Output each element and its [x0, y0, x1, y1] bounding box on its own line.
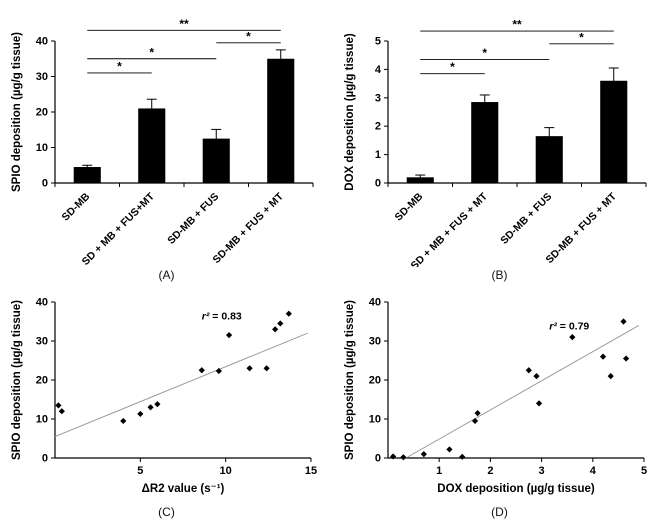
svg-text:0: 0 — [41, 453, 47, 465]
svg-text:**: ** — [179, 17, 189, 31]
panel-d: 0 10 20 30 40 1 2 3 4 5 r² = 0.79 DOX deposition (µ… — [333, 286, 666, 523]
svg-text:10: 10 — [368, 414, 380, 426]
svg-text:*: * — [246, 29, 251, 43]
svg-text:40: 40 — [35, 36, 47, 48]
panel-c-label: (C) — [158, 505, 175, 519]
svg-text:*: * — [579, 30, 584, 44]
svg-text:SPIO deposition (µg/g tissue): SPIO deposition (µg/g tissue) — [11, 300, 23, 460]
panel-a-label: (A) — [158, 268, 175, 282]
panel-a: 0 10 20 30 40 SD-MB SD + MB + FUS+MT SD-MB + FU… — [0, 5, 333, 286]
figure-bottom-row: 0 10 20 30 40 5 10 15 r² = 0.83 ΔR2 value (s⁻¹) SP… — [0, 286, 666, 523]
svg-text:SD + MB + FUS+MT: SD + MB + FUS+MT — [79, 190, 157, 267]
svg-text:SD-MB + FUS: SD-MB + FUS — [498, 191, 554, 247]
svg-text:20: 20 — [368, 375, 380, 387]
svg-text:SD-MB: SD-MB — [392, 190, 425, 223]
svg-text:4: 4 — [374, 64, 381, 76]
svg-text:**: ** — [512, 18, 522, 32]
svg-text:SD-MB + FUS: SD-MB + FUS — [165, 191, 221, 247]
svg-text:40: 40 — [368, 297, 380, 309]
svg-text:15: 15 — [304, 465, 316, 477]
svg-text:40: 40 — [35, 297, 47, 309]
svg-text:DOX deposition (µg/g tissue): DOX deposition (µg/g tissue) — [437, 483, 595, 495]
svg-text:SPIO deposition (µg/g tissue): SPIO deposition (µg/g tissue) — [344, 300, 356, 460]
svg-text:SD-MB: SD-MB — [59, 190, 92, 223]
panel-c: 0 10 20 30 40 5 10 15 r² = 0.83 ΔR2 value (s⁻¹) SP… — [0, 286, 333, 523]
svg-text:3: 3 — [374, 92, 380, 104]
svg-text:5: 5 — [137, 465, 143, 477]
svg-text:4: 4 — [589, 465, 596, 477]
svg-text:ΔR2 value (s⁻¹): ΔR2 value (s⁻¹) — [141, 483, 224, 495]
svg-text:30: 30 — [368, 336, 380, 348]
svg-text:3: 3 — [538, 465, 544, 477]
svg-text:0: 0 — [374, 453, 380, 465]
svg-text:5: 5 — [640, 465, 646, 477]
svg-text:0: 0 — [374, 178, 380, 190]
svg-text:*: * — [117, 59, 122, 73]
svg-text:10: 10 — [219, 465, 231, 477]
panel-b-label: (B) — [491, 268, 508, 282]
svg-text:10: 10 — [35, 414, 47, 426]
svg-text:20: 20 — [35, 375, 47, 387]
svg-text:10: 10 — [35, 142, 47, 154]
svg-text:DOX deposition (µg/g tissue): DOX deposition (µg/g tissue) — [344, 33, 356, 191]
svg-text:*: * — [450, 60, 455, 74]
svg-text:SD-MB + FUS + MT: SD-MB + FUS + MT — [543, 190, 619, 266]
svg-text:20: 20 — [35, 107, 47, 119]
svg-text:5: 5 — [374, 36, 380, 48]
svg-text:r² = 0.79: r² = 0.79 — [549, 320, 589, 332]
panel-d-label: (D) — [491, 505, 508, 519]
svg-text:SD-MB + FUS + MT: SD-MB + FUS + MT — [210, 190, 286, 266]
svg-text:2: 2 — [374, 121, 380, 133]
svg-text:1: 1 — [436, 465, 442, 477]
svg-text:SPIO deposition (µg/g tissue): SPIO deposition (µg/g tissue) — [11, 32, 23, 192]
svg-text:30: 30 — [35, 336, 47, 348]
panel-b: 0 1 2 3 4 5 SD-MB SD + MB + FUS + MT SD-MB + FUS… — [333, 5, 666, 286]
svg-text:r² = 0.83: r² = 0.83 — [201, 311, 241, 323]
svg-text:*: * — [482, 46, 487, 60]
svg-text:30: 30 — [35, 71, 47, 83]
spio-vs-r2-scatter-chart: 0 10 20 30 40 5 10 15 r² = 0.83 ΔR2 value (s⁻¹) SP… — [11, 297, 317, 496]
svg-text:1: 1 — [374, 149, 380, 161]
svg-text:2: 2 — [487, 465, 493, 477]
spio-vs-dox-scatter-chart: 0 10 20 30 40 1 2 3 4 5 r² = 0.79 DOX deposition (µ… — [344, 297, 647, 496]
svg-text:0: 0 — [41, 178, 47, 190]
figure-top-row: 0 10 20 30 40 SD-MB SD + MB + FUS+MT SD-MB + FU… — [0, 5, 666, 286]
svg-text:*: * — [149, 45, 154, 59]
